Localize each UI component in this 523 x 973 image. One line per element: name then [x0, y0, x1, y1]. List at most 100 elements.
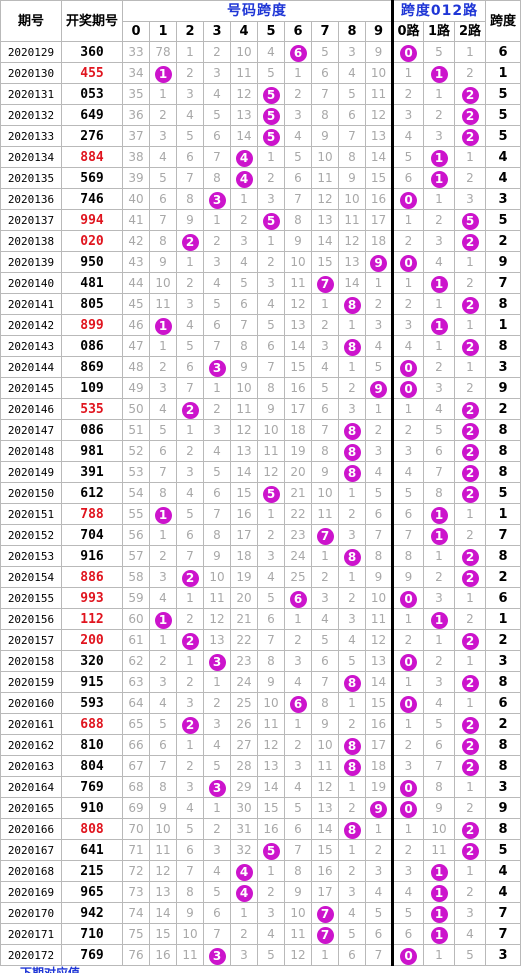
route-miss-cell: 9	[423, 797, 455, 819]
miss-count-cell: 12	[311, 776, 339, 798]
miss-count-cell: 1	[338, 482, 366, 504]
span-ball-marker: 8	[343, 737, 361, 755]
span-hit-cell: 5	[257, 482, 285, 504]
miss-count-cell: 1	[311, 545, 339, 567]
table-row: 2020138 020 42 8 2 2 3 1 9 14 12 18 2 3 2 2	[0, 230, 521, 252]
miss-count-cell: 14	[257, 776, 285, 798]
miss-count-cell: 2	[149, 104, 177, 126]
miss-count-cell: 14	[230, 125, 258, 147]
issue-cell: 2020165	[0, 797, 62, 819]
span-value-cell: 7	[485, 902, 521, 924]
span-hit-cell: 5	[257, 125, 285, 147]
route-ball-marker: 1	[430, 527, 448, 545]
route-hit-cell: 2	[454, 839, 486, 861]
route-miss-cell: 2	[454, 524, 486, 546]
miss-count-cell: 30	[230, 797, 258, 819]
issue-cell: 2020138	[0, 230, 62, 252]
route-ball-marker: 2	[461, 128, 479, 146]
span-hit-cell: 2	[176, 629, 204, 651]
span-ball-marker: 3	[208, 653, 226, 671]
route-hit-cell: 1	[423, 860, 455, 882]
miss-count-cell: 10	[176, 923, 204, 945]
span-value-cell: 2	[485, 713, 521, 735]
issue-cell: 2020145	[0, 377, 62, 399]
miss-count-cell: 2	[230, 923, 258, 945]
miss-count-cell: 15	[257, 797, 285, 819]
miss-count-cell: 44	[122, 272, 150, 294]
miss-count-cell: 4	[176, 314, 204, 336]
route-hit-cell: 1	[423, 524, 455, 546]
route-ball-marker: 2	[461, 107, 479, 125]
route-hit-cell: 1	[423, 62, 455, 84]
miss-count-cell: 7	[311, 419, 339, 441]
miss-count-cell: 2	[257, 524, 285, 546]
issue-cell: 2020130	[0, 62, 62, 84]
header-digit-6: 6	[284, 21, 312, 42]
table-row: 2020140 481 44 10 2 4 5 3 11 7 14 1 1 1 2 7	[0, 272, 521, 294]
route-miss-cell: 5	[391, 482, 424, 504]
route-miss-cell: 4	[423, 398, 455, 420]
route-ball-marker: 2	[461, 485, 479, 503]
miss-count-cell: 14	[311, 230, 339, 252]
miss-count-cell: 13	[203, 629, 231, 651]
span-hit-cell: 8	[338, 734, 366, 756]
miss-count-cell: 5	[257, 944, 285, 966]
span-value-cell: 3	[485, 356, 521, 378]
draw-number-cell: 899	[61, 314, 123, 336]
miss-count-cell: 1	[176, 650, 204, 672]
route-miss-cell: 1	[454, 650, 486, 672]
span-hit-cell: 5	[257, 83, 285, 105]
miss-count-cell: 2	[338, 503, 366, 525]
table-row: 2020154 886 58 3 2 10 19 4 25 2 1 9 9 2 2 2	[0, 566, 521, 588]
span-hit-cell: 8	[338, 335, 366, 357]
miss-count-cell: 67	[122, 755, 150, 777]
header-span: 跨度	[485, 0, 521, 42]
miss-count-cell: 12	[230, 83, 258, 105]
route-miss-cell: 6	[391, 167, 424, 189]
miss-count-cell: 8	[257, 377, 285, 399]
route-hit-cell: 2	[454, 398, 486, 420]
span-ball-marker: 1	[154, 611, 172, 629]
miss-count-cell: 3	[338, 524, 366, 546]
miss-count-cell: 61	[122, 629, 150, 651]
route-miss-cell: 7	[423, 461, 455, 483]
route-ball-marker: 0	[400, 380, 417, 398]
span-value-cell: 8	[485, 335, 521, 357]
miss-count-cell: 2	[338, 713, 366, 735]
table-row: 2020155 993 59 4 1 11 20 5 6 3 2 10 0 3 1 6	[0, 587, 521, 609]
route-miss-cell: 1	[454, 41, 486, 63]
span-ball-marker: 4	[235, 149, 253, 167]
miss-count-cell: 4	[365, 335, 393, 357]
miss-count-cell: 5	[284, 146, 312, 168]
miss-count-cell: 16	[149, 944, 177, 966]
miss-count-cell: 1	[176, 251, 204, 273]
route-miss-cell: 1	[391, 713, 424, 735]
route-hit-cell: 1	[423, 902, 455, 924]
miss-count-cell: 68	[122, 776, 150, 798]
miss-count-cell: 8	[230, 335, 258, 357]
miss-count-cell: 6	[176, 146, 204, 168]
miss-count-cell: 4	[284, 125, 312, 147]
span-hit-cell: 7	[311, 923, 339, 945]
miss-count-cell: 16	[284, 377, 312, 399]
header-issue: 期号	[0, 0, 62, 42]
miss-count-cell: 8	[176, 881, 204, 903]
route-miss-cell: 1	[454, 692, 486, 714]
route-hit-cell: 2	[454, 713, 486, 735]
route-ball-marker: 0	[400, 653, 417, 671]
miss-count-cell: 13	[257, 755, 285, 777]
miss-count-cell: 3	[257, 272, 285, 294]
span-ball-marker: 5	[262, 212, 280, 230]
route-miss-cell: 5	[391, 146, 424, 168]
route-hit-cell: 1	[423, 923, 455, 945]
span-value-cell: 7	[485, 524, 521, 546]
span-ball-marker: 2	[181, 632, 199, 650]
miss-count-cell: 10	[284, 251, 312, 273]
miss-count-cell: 9	[149, 797, 177, 819]
draw-number-cell: 688	[61, 713, 123, 735]
miss-count-cell: 11	[365, 608, 393, 630]
miss-count-cell: 5	[149, 713, 177, 735]
miss-count-cell: 4	[365, 881, 393, 903]
miss-count-cell: 6	[149, 734, 177, 756]
miss-count-cell: 6	[257, 335, 285, 357]
